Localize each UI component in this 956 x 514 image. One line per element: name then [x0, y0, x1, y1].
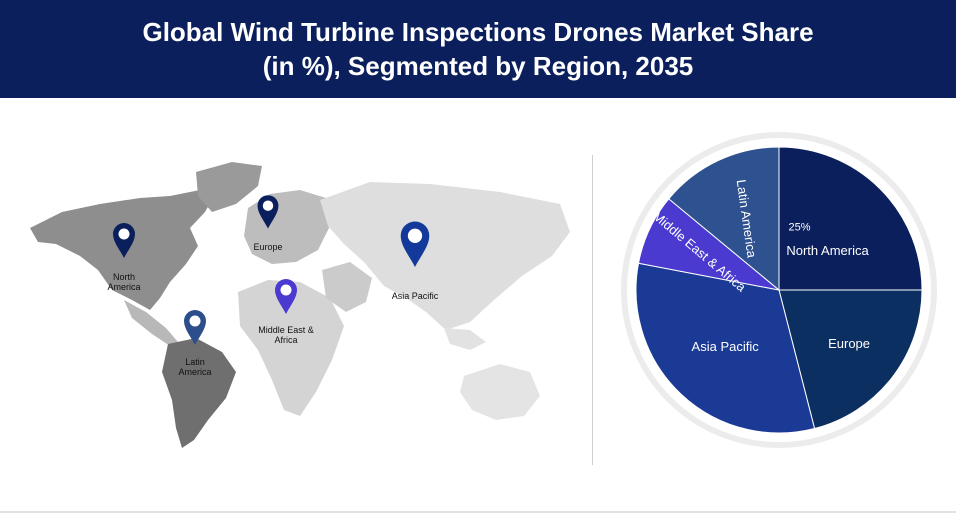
marker-label: America [107, 282, 140, 292]
pie-slice-north-america [778, 146, 923, 291]
marker-europe: Europe [253, 195, 283, 252]
marker-label: Asia Pacific [392, 291, 439, 301]
map-central-america [124, 300, 178, 346]
location-pin-icon [400, 221, 430, 267]
marker-label: Latin [185, 357, 205, 367]
pie-slice-latin-america [668, 146, 780, 292]
marker-label: Europe [253, 242, 282, 252]
map-europe [244, 190, 330, 264]
map-southeast-asia [444, 328, 486, 350]
panel-divider [592, 155, 593, 465]
pie-slice-label: North America [786, 243, 869, 258]
pin-hole [262, 200, 274, 211]
map-africa [238, 280, 344, 416]
marker-label: North [113, 272, 135, 282]
map-australia [460, 364, 540, 420]
chart-title-line-1: Global Wind Turbine Inspections Drones M… [142, 17, 814, 47]
pin-hole [407, 228, 423, 243]
world-map [30, 162, 570, 448]
marker-label: Middle East & [258, 325, 314, 335]
marker-middle-east-africa: Middle East &Africa [258, 279, 314, 345]
pie-slice-label: Europe [828, 336, 870, 351]
map-asia [320, 182, 570, 330]
pie-slice-asia-pacific [635, 262, 816, 434]
pie-slice-europe [778, 289, 923, 430]
map-greenland [196, 162, 262, 212]
header-banner: Global Wind Turbine Inspections Drones M… [0, 0, 956, 98]
bottom-rule [0, 511, 956, 513]
location-pin-icon [113, 223, 135, 258]
pie-value-label: 25% [789, 221, 811, 233]
marker-label: Africa [274, 335, 297, 345]
marker-asia-pacific: Asia Pacific [392, 221, 439, 301]
pin-hole [118, 228, 130, 240]
pie-slice-label: Asia Pacific [692, 339, 760, 354]
location-pin-icon [257, 195, 279, 229]
location-pin-icon [184, 310, 206, 345]
pin-hole [280, 284, 292, 296]
chart-title-line-2: (in %), Segmented by Region, 2035 [262, 51, 694, 81]
map-south-america [162, 338, 236, 448]
pin-hole [189, 315, 201, 327]
map-middle-east [322, 262, 372, 312]
location-pin-icon [275, 279, 297, 314]
marker-label: America [178, 367, 211, 377]
